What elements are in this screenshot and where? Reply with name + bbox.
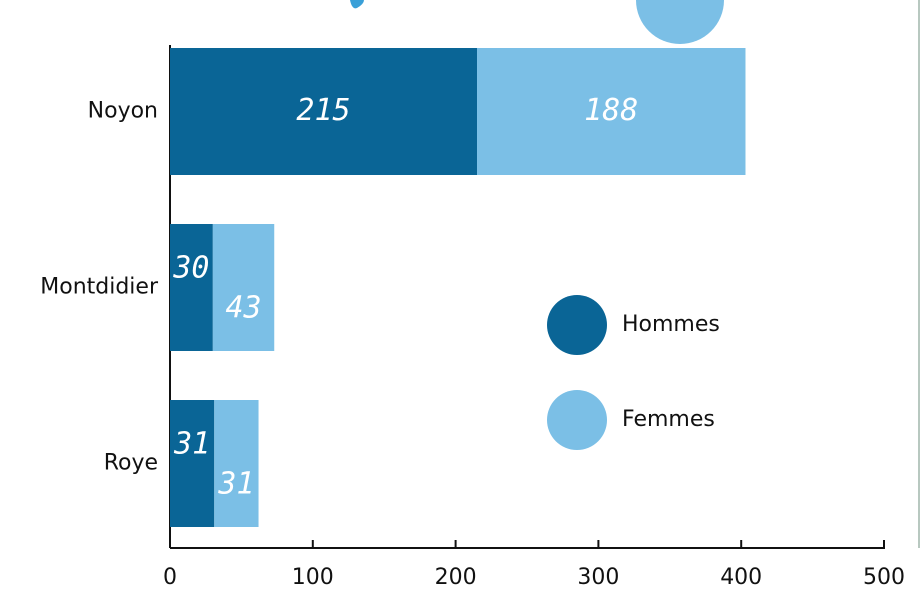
y-tick-label: Montdidier — [40, 275, 159, 300]
legend-label: Hommes — [622, 312, 720, 337]
y-tick-label: Noyon — [88, 99, 158, 124]
bar — [477, 48, 746, 175]
bar — [170, 48, 478, 175]
decoration — [636, 0, 724, 44]
x-tick-label: 500 — [863, 565, 905, 590]
x-tick-label: 300 — [577, 565, 619, 590]
data-label: 30 — [172, 251, 209, 286]
legend-swatch — [547, 295, 607, 355]
y-tick-label: Roye — [104, 451, 158, 476]
bar — [214, 400, 259, 527]
x-tick-label: 0 — [163, 565, 177, 590]
data-label: 215 — [296, 93, 350, 128]
data-label: 43 — [225, 291, 261, 326]
data-label: 31 — [173, 427, 210, 462]
bar — [170, 400, 215, 527]
decoration — [350, 0, 364, 9]
data-label: 188 — [584, 93, 638, 128]
legend-swatch — [547, 390, 607, 450]
x-tick-label: 200 — [435, 565, 477, 590]
legend-label: Femmes — [622, 407, 715, 432]
x-tick-label: 400 — [720, 565, 762, 590]
x-tick-label: 100 — [292, 565, 334, 590]
bar — [170, 224, 213, 351]
data-label: 31 — [217, 467, 254, 502]
bar — [212, 224, 275, 351]
